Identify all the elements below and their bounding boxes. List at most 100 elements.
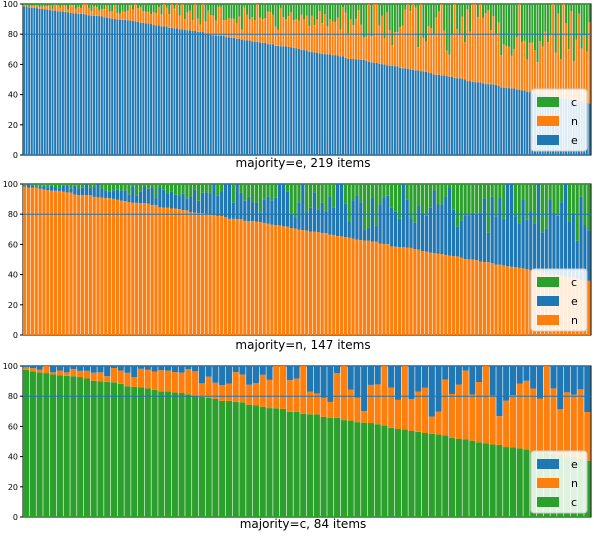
bar-segment-n [500,55,503,88]
bar-segment-e [204,192,208,214]
bar-segment-n [212,382,219,399]
bar-segment-n [388,387,395,428]
bar-segment-c [279,408,287,517]
bar-segment-e [106,17,108,156]
bar-segment-n [352,25,355,59]
bar-segment-n [474,4,477,83]
bar-segment-e [30,7,33,155]
bar-segment-c [451,184,456,210]
bar-segment-e [484,84,487,155]
bar-segment-n [390,246,394,335]
bar-segment-c [199,4,202,25]
bar-segment-c [98,4,101,11]
bar-segment-n [509,394,517,448]
bar-segment-n [69,4,72,13]
bar-segment-n [154,204,158,335]
bar-segment-n [394,399,402,430]
bar-segment-c [189,184,193,197]
bar-segment-e [374,225,378,242]
bar-segment-e [150,24,153,155]
bar-segment-c [343,184,347,204]
bar-segment-n [189,212,193,335]
bar-segment-c [427,4,430,27]
bar-segment-c [30,4,33,6]
bar-segment-e [264,42,267,155]
bar-segment-n [30,5,33,8]
bar-segment-n [552,4,555,97]
bar-segment-n [214,20,217,36]
bar-segment-n [269,12,272,45]
bar-segment-n [119,200,123,335]
bar-segment-e [90,15,93,155]
bar-segment-n [29,368,36,372]
bar-segment-n [383,38,386,65]
bar-segment-e [383,64,386,155]
legend-label-c: c [571,96,577,109]
bar-segment-n [225,383,233,401]
bar-segment-e [367,61,370,155]
legend-label-c: c [571,276,577,289]
bar-segment-c [38,4,41,7]
bar-segment-e [440,75,443,155]
bar-segment-n [430,28,433,74]
bar-segment-n [367,384,375,424]
bar-segment-c [116,4,119,13]
bar-segment-e [176,28,179,156]
bar-segment-c [235,4,238,24]
bar-segment-n [380,15,383,65]
bar-segment-e [277,45,280,155]
bar-segment-c [95,4,98,8]
bar-segment-n [271,14,274,45]
bar-segment-n [42,189,46,335]
bar-segment-c [435,434,442,517]
bar-segment-e [556,215,560,276]
bar-segment-c [35,4,38,6]
bar-segment-n [354,18,357,60]
bar-segment-e [478,212,483,262]
bar-segment-c [370,184,375,198]
bar-segment-c [409,184,413,219]
bar-segment-n [63,372,70,376]
bar-segment-n [525,269,529,335]
bar-segment-c [225,400,233,517]
bar-segment-n [124,372,131,387]
bar-segment-c [165,391,172,517]
bar-segment-e [121,19,124,156]
bar-segment-e [87,15,90,156]
bar-segment-n [469,31,472,82]
bar-segment-n [135,202,139,335]
bar-segment-c [401,4,404,26]
bar-segment-c [401,429,408,517]
bar-segment-e [90,366,97,373]
bar-segment-e [370,62,373,156]
bar-segment-e [116,19,119,155]
bar-segment-e [378,63,381,155]
bar-segment-e [577,366,584,390]
bar-segment-n [559,59,562,99]
bar-segment-n [375,4,378,63]
bar-segment-e [163,26,166,156]
bar-segment-c [456,4,459,29]
bar-segment-c [351,184,355,201]
bar-segment-c [142,184,147,187]
bar-segment-n [308,26,311,52]
bar-segment-e [401,184,405,248]
bar-segment-c [404,4,407,10]
bar-segment-c [23,184,27,186]
bar-segment-n [386,244,390,335]
bar-segment-c [243,4,246,8]
bar-segment-n [440,254,444,335]
bar-segment-n [233,18,236,38]
bar-segment-n [239,219,243,335]
bar-segment-e [303,50,306,155]
bar-segment-n [235,219,239,335]
bar-segment-c [90,380,97,517]
bar-segment-e [250,202,255,222]
bar-segment-e [259,366,266,375]
bar-segment-e [207,33,210,155]
bar-segment-e [435,74,438,155]
bar-segment-n [428,416,435,434]
bar-segment-c [449,437,456,517]
bar-segment-e [209,34,212,155]
bar-segment-n [461,16,464,79]
